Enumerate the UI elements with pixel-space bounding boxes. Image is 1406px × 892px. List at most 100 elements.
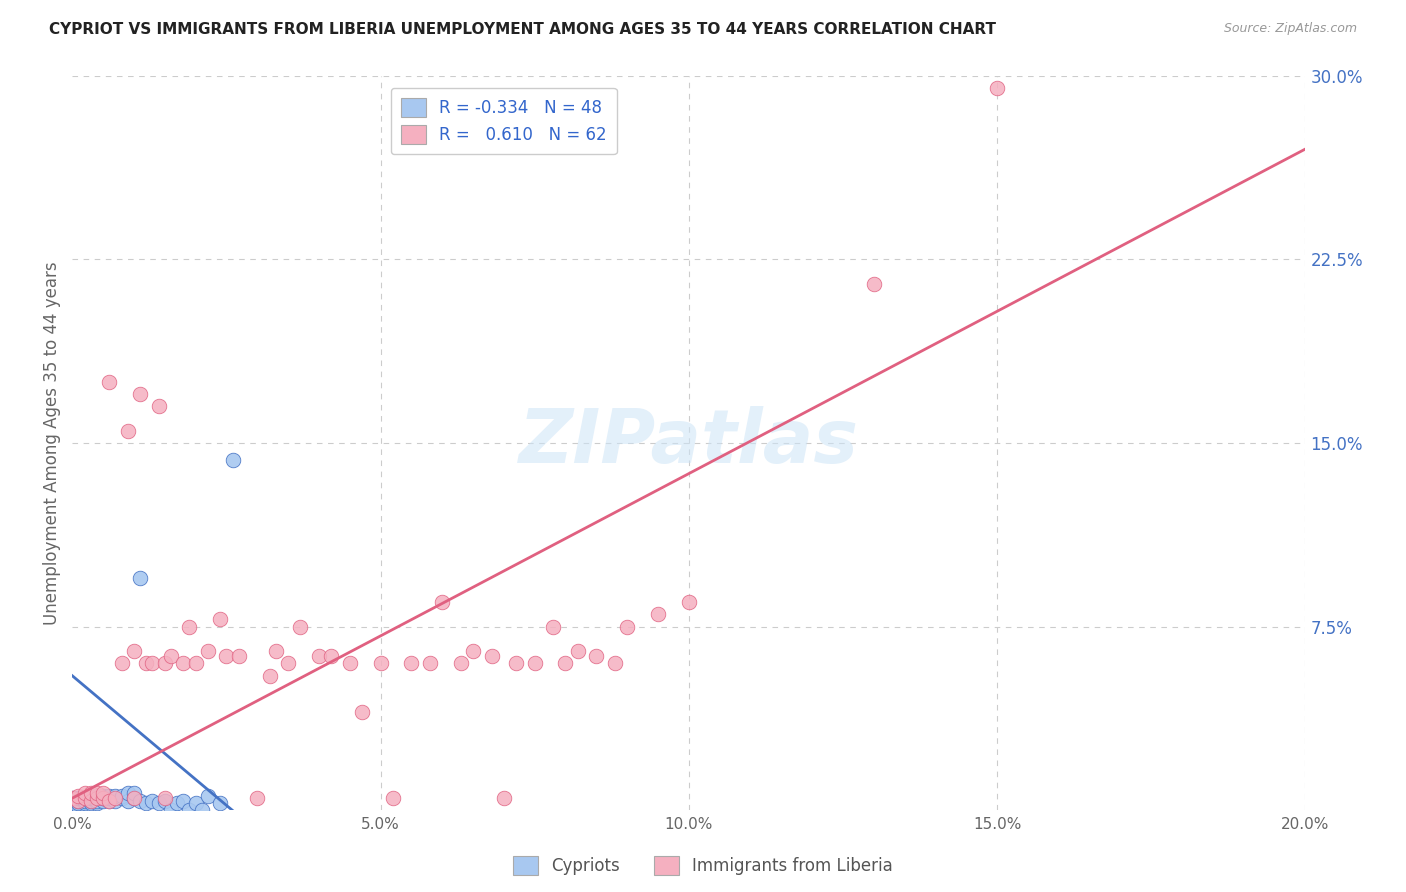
Point: [135, 796, 157, 810]
Point: [259, 669, 281, 683]
Point: [122, 786, 145, 800]
Legend: Cypriots, Immigrants from Liberia: Cypriots, Immigrants from Liberia: [506, 849, 900, 882]
Point: [647, 607, 669, 622]
Point: [401, 657, 423, 671]
Point: [129, 794, 152, 808]
Point: [67, 791, 90, 805]
Point: [135, 657, 157, 671]
Point: [370, 657, 392, 671]
Point: [98, 794, 121, 808]
Point: [91, 789, 114, 803]
Point: [141, 794, 163, 808]
Point: [419, 657, 441, 671]
Y-axis label: Unemployment Among Ages 35 to 44 years: Unemployment Among Ages 35 to 44 years: [44, 261, 60, 624]
Point: [67, 794, 90, 808]
Point: [80, 794, 103, 808]
Point: [290, 620, 312, 634]
Point: [73, 796, 96, 810]
Point: [678, 595, 700, 609]
Point: [862, 277, 884, 291]
Point: [129, 387, 152, 401]
Point: [98, 375, 121, 389]
Point: [98, 791, 121, 805]
Point: [141, 657, 163, 671]
Point: [80, 796, 103, 810]
Point: [98, 794, 121, 808]
Point: [184, 657, 207, 671]
Point: [117, 424, 139, 438]
Point: [481, 649, 503, 664]
Point: [179, 804, 201, 818]
Point: [122, 791, 145, 805]
Point: [73, 791, 96, 805]
Point: [104, 789, 127, 803]
Point: [381, 791, 404, 805]
Point: [277, 657, 299, 671]
Legend: R = -0.334   N = 48, R =   0.610   N = 62: R = -0.334 N = 48, R = 0.610 N = 62: [391, 87, 617, 154]
Point: [221, 453, 243, 467]
Point: [60, 804, 83, 818]
Text: Source: ZipAtlas.com: Source: ZipAtlas.com: [1223, 22, 1357, 36]
Point: [172, 794, 194, 808]
Point: [80, 794, 103, 808]
Point: [60, 794, 83, 808]
Point: [505, 657, 527, 671]
Point: [60, 798, 83, 813]
Point: [160, 804, 183, 818]
Point: [73, 791, 96, 805]
Point: [117, 786, 139, 800]
Point: [461, 644, 484, 658]
Point: [148, 796, 170, 810]
Point: [339, 657, 361, 671]
Point: [209, 612, 232, 626]
Point: [160, 649, 183, 664]
Point: [179, 620, 201, 634]
Point: [541, 620, 564, 634]
Point: [450, 657, 472, 671]
Point: [190, 804, 212, 818]
Point: [153, 791, 176, 805]
Point: [153, 794, 176, 808]
Point: [264, 644, 287, 658]
Point: [603, 657, 626, 671]
Point: [91, 791, 114, 805]
Point: [184, 796, 207, 810]
Point: [986, 80, 1008, 95]
Point: [585, 649, 607, 664]
Point: [86, 789, 108, 803]
Point: [246, 791, 269, 805]
Point: [350, 706, 373, 720]
Point: [67, 798, 90, 813]
Point: [60, 791, 83, 805]
Point: [67, 796, 90, 810]
Point: [567, 644, 589, 658]
Point: [197, 789, 219, 803]
Point: [110, 789, 132, 803]
Point: [492, 791, 515, 805]
Point: [209, 796, 232, 810]
Point: [321, 649, 343, 664]
Point: [110, 791, 132, 805]
Point: [172, 657, 194, 671]
Point: [153, 657, 176, 671]
Point: [80, 786, 103, 800]
Point: [98, 789, 121, 803]
Point: [67, 789, 90, 803]
Point: [73, 786, 96, 800]
Point: [80, 789, 103, 803]
Point: [86, 794, 108, 808]
Point: [86, 796, 108, 810]
Point: [122, 791, 145, 805]
Point: [86, 786, 108, 800]
Point: [117, 794, 139, 808]
Point: [129, 571, 152, 585]
Point: [91, 791, 114, 805]
Point: [67, 794, 90, 808]
Point: [86, 791, 108, 805]
Point: [110, 657, 132, 671]
Point: [60, 791, 83, 805]
Point: [148, 399, 170, 413]
Point: [616, 620, 638, 634]
Point: [166, 796, 188, 810]
Point: [430, 595, 453, 609]
